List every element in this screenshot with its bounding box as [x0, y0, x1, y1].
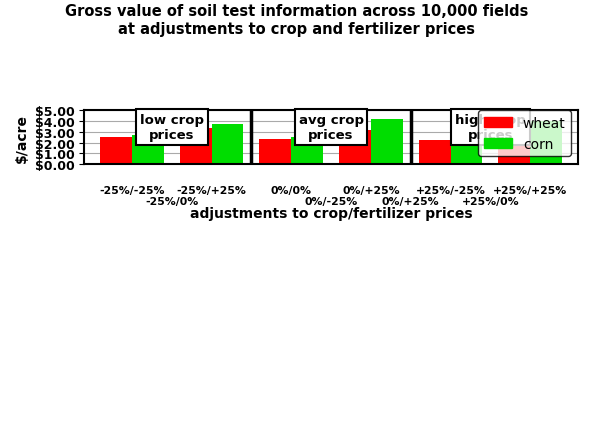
- Legend: wheat, corn: wheat, corn: [479, 111, 571, 157]
- Bar: [371, 120, 403, 165]
- Text: 0%/+25%: 0%/+25%: [382, 196, 439, 206]
- Text: avg crop
prices: avg crop prices: [298, 114, 364, 142]
- Text: Gross value of soil test information across 10,000 fields
at adjustments to crop: Gross value of soil test information acr…: [65, 4, 528, 37]
- Bar: [498, 125, 530, 165]
- Text: 0%/-25%: 0%/-25%: [304, 196, 358, 206]
- Bar: [259, 140, 291, 165]
- Bar: [132, 136, 164, 165]
- Bar: [180, 128, 212, 165]
- Text: +25%/0%: +25%/0%: [461, 196, 519, 206]
- Text: -25%/0%: -25%/0%: [145, 196, 198, 206]
- Bar: [530, 121, 562, 165]
- Y-axis label: $/acre: $/acre: [15, 113, 29, 162]
- Bar: [451, 138, 482, 165]
- Bar: [419, 140, 451, 165]
- Bar: [291, 138, 323, 165]
- Bar: [212, 125, 243, 165]
- Bar: [339, 131, 371, 165]
- Text: +25%/-25%: +25%/-25%: [416, 185, 486, 195]
- Text: 0%/0%: 0%/0%: [270, 185, 312, 195]
- Bar: [100, 138, 132, 165]
- Text: +25%/+25%: +25%/+25%: [493, 185, 568, 195]
- Text: 0%/+25%: 0%/+25%: [342, 185, 400, 195]
- Text: high crop
prices: high crop prices: [455, 114, 526, 142]
- Text: low crop
prices: low crop prices: [140, 114, 203, 142]
- Text: -25%/+25%: -25%/+25%: [177, 185, 247, 195]
- Text: -25%/-25%: -25%/-25%: [99, 185, 165, 195]
- X-axis label: adjustments to crop/fertilizer prices: adjustments to crop/fertilizer prices: [190, 206, 473, 220]
